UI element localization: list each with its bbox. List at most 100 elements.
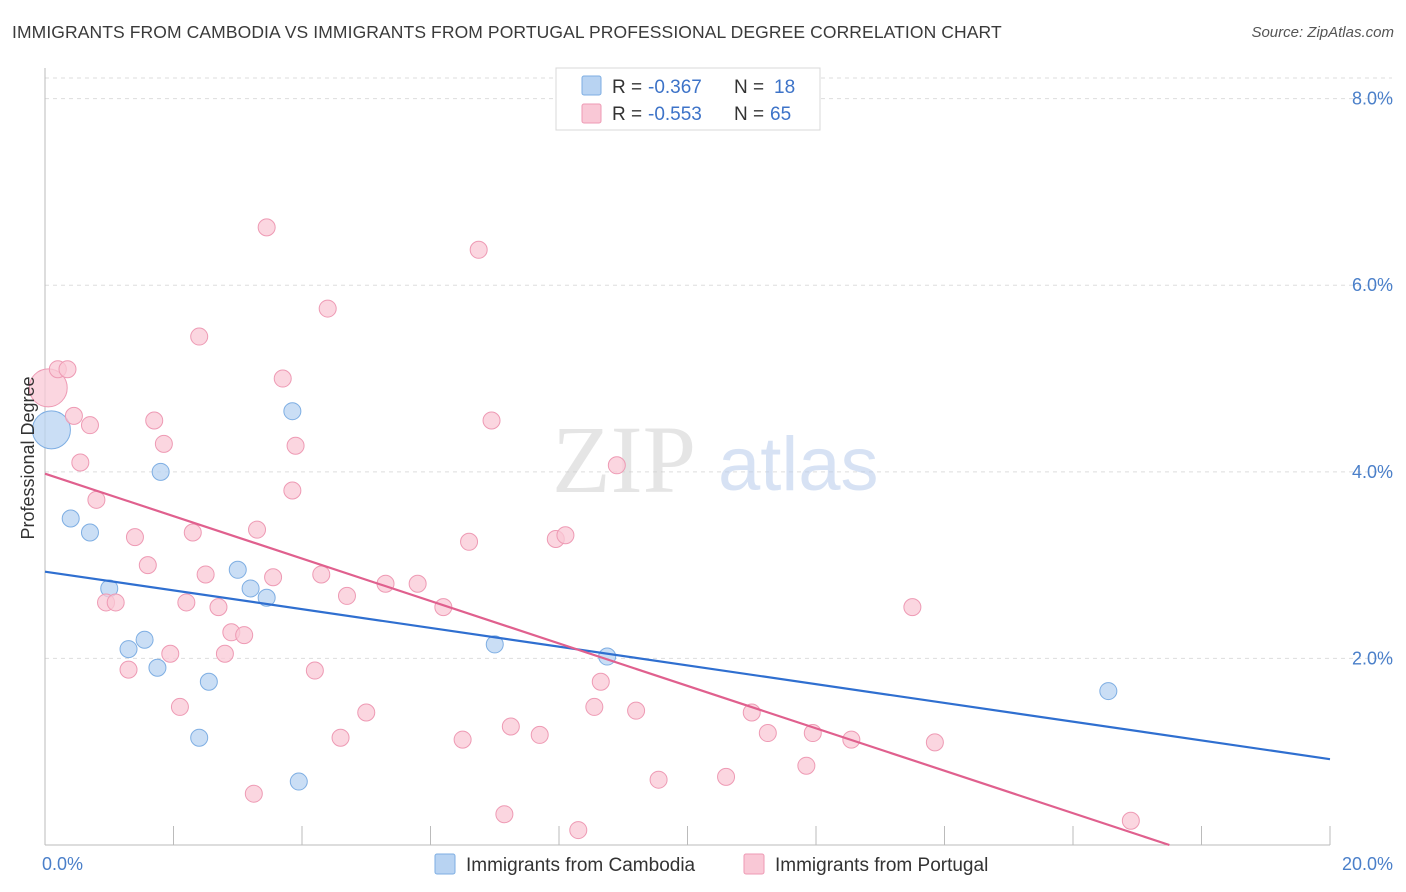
portugal-point bbox=[80, 416, 99, 435]
portugal-point bbox=[797, 756, 816, 775]
bottom-legend: Immigrants from Cambodia Immigrants from… bbox=[434, 853, 988, 876]
portugal-point bbox=[170, 697, 189, 716]
portugal-point bbox=[758, 724, 777, 743]
portugal-point bbox=[106, 593, 125, 612]
top-legend: R = -0.367 N = 18 R = -0.553 N = 65 bbox=[555, 67, 821, 131]
cambodia-trend-line bbox=[44, 570, 1331, 761]
legend-r-label-cambodia: R = bbox=[612, 77, 642, 98]
bottom-legend-swatch-portugal bbox=[743, 853, 765, 875]
watermark-zip: ZIP bbox=[552, 406, 696, 513]
portugal-point bbox=[248, 520, 267, 539]
cambodia-point bbox=[151, 462, 170, 481]
portugal-point bbox=[244, 784, 263, 803]
legend-swatch-cambodia bbox=[581, 75, 602, 96]
portugal-point bbox=[119, 660, 138, 679]
cambodia-point bbox=[241, 579, 260, 598]
portugal-point bbox=[235, 626, 254, 645]
cambodia-point bbox=[1099, 682, 1118, 701]
portugal-point bbox=[903, 598, 922, 617]
portugal-point bbox=[337, 586, 356, 605]
cambodia-point bbox=[135, 630, 154, 649]
portugal-point bbox=[87, 490, 106, 509]
grid-layer bbox=[45, 77, 1392, 659]
bottom-legend-swatch-cambodia bbox=[434, 853, 456, 875]
x-tick-label: 20.0% bbox=[1342, 854, 1393, 874]
watermark: ZIP atlas bbox=[552, 406, 879, 513]
legend-r-value-portugal: -0.553 bbox=[648, 104, 702, 125]
legend-r-label-portugal: R = bbox=[612, 104, 642, 125]
cambodia-point bbox=[119, 640, 138, 659]
legend-n-label-portugal: N = bbox=[734, 104, 764, 125]
portugal-point bbox=[145, 411, 164, 430]
portugal-point bbox=[318, 299, 337, 318]
portugal-point bbox=[482, 411, 501, 430]
portugal-point bbox=[154, 434, 173, 453]
chart-title: IMMIGRANTS FROM CAMBODIA VS IMMIGRANTS F… bbox=[12, 22, 1002, 42]
y-tick-label: 4.0% bbox=[1352, 462, 1393, 482]
portugal-point bbox=[469, 240, 488, 259]
portugal-point bbox=[264, 568, 283, 587]
portugal-point bbox=[649, 770, 668, 789]
legend-swatch-portugal bbox=[581, 103, 602, 124]
portugal-point bbox=[331, 728, 350, 747]
portugal-point bbox=[305, 661, 324, 680]
portugal-point bbox=[283, 481, 302, 500]
legend-n-label-cambodia: N = bbox=[734, 77, 764, 98]
cambodia-point bbox=[289, 772, 308, 791]
y-tick-label: 6.0% bbox=[1352, 275, 1393, 295]
portugal-point bbox=[71, 453, 90, 472]
portugal-point bbox=[530, 725, 549, 744]
portugal-point bbox=[138, 556, 157, 575]
portugal-point bbox=[585, 697, 604, 716]
portugal-point bbox=[273, 369, 292, 388]
cambodia-point bbox=[190, 728, 209, 747]
portugal-point bbox=[215, 644, 234, 663]
portugal-point bbox=[196, 565, 215, 584]
portugal-point bbox=[286, 436, 305, 455]
portugal-point bbox=[257, 218, 276, 237]
portugal-point bbox=[183, 523, 202, 542]
cambodia-point bbox=[283, 402, 302, 421]
cambodia-point bbox=[199, 672, 218, 691]
source-credit: Source: ZipAtlas.com bbox=[1251, 24, 1394, 41]
portugal-point bbox=[190, 327, 209, 346]
watermark-atlas: atlas bbox=[718, 422, 879, 507]
cambodia-point bbox=[61, 509, 80, 528]
axis-layer: 2.0% 4.0% 6.0% 8.0% 0.0% 20.0% bbox=[42, 68, 1393, 874]
cambodia-point bbox=[80, 523, 99, 542]
portugal-point bbox=[408, 574, 427, 593]
portugal-point bbox=[58, 360, 77, 379]
portugal-point bbox=[209, 598, 228, 617]
portugal-point bbox=[607, 456, 626, 475]
portugal-point bbox=[28, 368, 68, 408]
portugal-point bbox=[501, 717, 520, 736]
portugal-point bbox=[569, 821, 588, 840]
legend-n-value-cambodia: 18 bbox=[774, 77, 795, 98]
portugal-point bbox=[357, 703, 376, 722]
portugal-point bbox=[177, 593, 196, 612]
legend-n-value-portugal: 65 bbox=[770, 104, 791, 125]
portugal-trend-line bbox=[44, 472, 1170, 847]
bottom-legend-label-cambodia: Immigrants from Cambodia bbox=[466, 855, 696, 876]
cambodia-point bbox=[228, 560, 247, 579]
portugal-point bbox=[925, 733, 944, 752]
portugal-point bbox=[1121, 811, 1140, 830]
y-tick-label: 2.0% bbox=[1352, 648, 1393, 668]
portugal-point bbox=[161, 644, 180, 663]
portugal-point bbox=[312, 565, 331, 584]
cambodia-point bbox=[31, 410, 71, 450]
portugal-point bbox=[64, 406, 83, 425]
portugal-point bbox=[591, 672, 610, 691]
portugal-point bbox=[495, 805, 514, 824]
portugal-point bbox=[556, 526, 575, 545]
bottom-legend-label-portugal: Immigrants from Portugal bbox=[775, 855, 988, 876]
trend-layer bbox=[44, 472, 1331, 847]
cambodia-point bbox=[148, 658, 167, 677]
points-layer bbox=[28, 218, 1140, 840]
cambodia-point bbox=[257, 588, 276, 607]
cambodia-point bbox=[485, 635, 504, 654]
y-tick-label: 8.0% bbox=[1352, 89, 1393, 109]
x-tick-label: 0.0% bbox=[42, 854, 83, 874]
portugal-point bbox=[627, 701, 646, 720]
